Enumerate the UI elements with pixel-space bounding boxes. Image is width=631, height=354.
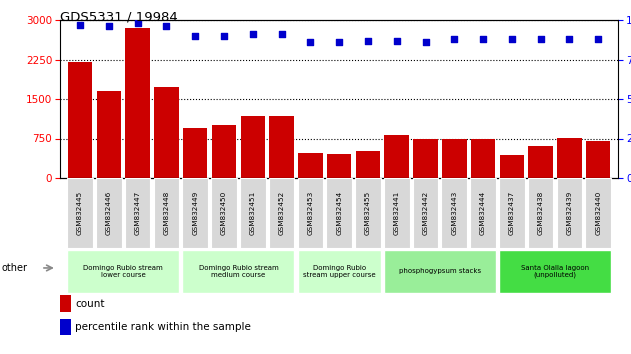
Text: GSM832455: GSM832455 xyxy=(365,191,371,235)
Text: GSM832451: GSM832451 xyxy=(250,191,256,235)
Bar xyxy=(60,319,71,335)
Bar xyxy=(97,91,121,178)
FancyBboxPatch shape xyxy=(384,178,410,248)
Text: Domingo Rubio stream
medium course: Domingo Rubio stream medium course xyxy=(199,265,278,278)
Text: GSM832453: GSM832453 xyxy=(307,191,314,235)
FancyBboxPatch shape xyxy=(499,250,611,293)
FancyBboxPatch shape xyxy=(182,250,295,293)
Point xyxy=(507,36,517,42)
Text: GSM832452: GSM832452 xyxy=(279,191,285,235)
Bar xyxy=(327,154,351,178)
Text: GDS5331 / 19984: GDS5331 / 19984 xyxy=(60,11,178,24)
Bar xyxy=(471,138,495,178)
FancyBboxPatch shape xyxy=(384,250,496,293)
Bar xyxy=(356,150,380,178)
Text: GSM832446: GSM832446 xyxy=(106,191,112,235)
Bar xyxy=(183,128,208,178)
FancyBboxPatch shape xyxy=(298,178,323,248)
Point xyxy=(219,33,229,39)
Text: GSM832448: GSM832448 xyxy=(163,191,170,235)
FancyBboxPatch shape xyxy=(326,178,352,248)
Bar xyxy=(528,147,553,178)
Point xyxy=(392,38,402,44)
FancyBboxPatch shape xyxy=(298,250,380,293)
Bar xyxy=(269,116,294,178)
Bar xyxy=(442,138,466,178)
FancyBboxPatch shape xyxy=(96,178,122,248)
Bar xyxy=(384,135,409,178)
Point xyxy=(104,23,114,29)
Bar xyxy=(298,153,322,178)
Point xyxy=(276,32,286,37)
Bar xyxy=(557,138,582,178)
Point xyxy=(564,36,574,42)
Point xyxy=(75,22,85,28)
Text: GSM832439: GSM832439 xyxy=(567,191,572,235)
Point xyxy=(536,36,546,42)
FancyBboxPatch shape xyxy=(269,178,295,248)
FancyBboxPatch shape xyxy=(68,178,93,248)
Text: GSM832438: GSM832438 xyxy=(538,191,544,235)
Text: GSM832442: GSM832442 xyxy=(423,191,428,235)
FancyBboxPatch shape xyxy=(413,178,439,248)
Text: GSM832445: GSM832445 xyxy=(77,191,83,235)
Point xyxy=(420,39,430,45)
Text: Domingo Rubio stream
lower course: Domingo Rubio stream lower course xyxy=(83,265,163,278)
Text: GSM832440: GSM832440 xyxy=(595,191,601,235)
FancyBboxPatch shape xyxy=(211,178,237,248)
Text: GSM832437: GSM832437 xyxy=(509,191,515,235)
Text: GSM832449: GSM832449 xyxy=(192,191,198,235)
Point xyxy=(593,36,603,42)
FancyBboxPatch shape xyxy=(125,178,150,248)
FancyBboxPatch shape xyxy=(355,178,380,248)
FancyBboxPatch shape xyxy=(153,178,179,248)
FancyBboxPatch shape xyxy=(528,178,553,248)
Bar xyxy=(413,138,438,178)
Bar xyxy=(68,62,92,178)
Point xyxy=(162,23,172,29)
Text: Santa Olalla lagoon
(unpolluted): Santa Olalla lagoon (unpolluted) xyxy=(521,265,589,278)
Text: GSM832454: GSM832454 xyxy=(336,191,342,235)
Text: percentile rank within the sample: percentile rank within the sample xyxy=(75,322,251,332)
Bar xyxy=(240,116,265,178)
Bar xyxy=(60,295,71,312)
Text: phosphogypsum stacks: phosphogypsum stacks xyxy=(399,268,481,274)
Point xyxy=(363,38,373,44)
FancyBboxPatch shape xyxy=(442,178,467,248)
FancyBboxPatch shape xyxy=(586,178,611,248)
FancyBboxPatch shape xyxy=(240,178,266,248)
FancyBboxPatch shape xyxy=(499,178,525,248)
Point xyxy=(248,32,258,37)
FancyBboxPatch shape xyxy=(68,250,179,293)
Point xyxy=(133,20,143,26)
Point xyxy=(449,36,459,42)
Text: GSM832441: GSM832441 xyxy=(394,191,399,235)
Text: GSM832444: GSM832444 xyxy=(480,191,486,235)
FancyBboxPatch shape xyxy=(470,178,496,248)
FancyBboxPatch shape xyxy=(182,178,208,248)
Point xyxy=(305,39,316,45)
Bar xyxy=(154,87,179,178)
Point xyxy=(334,39,344,45)
Bar xyxy=(500,155,524,178)
Text: count: count xyxy=(75,298,105,309)
Text: other: other xyxy=(2,263,28,273)
Bar xyxy=(586,141,610,178)
Text: GSM832443: GSM832443 xyxy=(451,191,457,235)
Point xyxy=(478,36,488,42)
FancyBboxPatch shape xyxy=(557,178,582,248)
Bar xyxy=(126,28,150,178)
Point xyxy=(190,33,200,39)
Text: GSM832450: GSM832450 xyxy=(221,191,227,235)
Bar xyxy=(212,125,236,178)
Text: Domingo Rubio
stream upper course: Domingo Rubio stream upper course xyxy=(303,265,375,278)
Text: GSM832447: GSM832447 xyxy=(134,191,141,235)
